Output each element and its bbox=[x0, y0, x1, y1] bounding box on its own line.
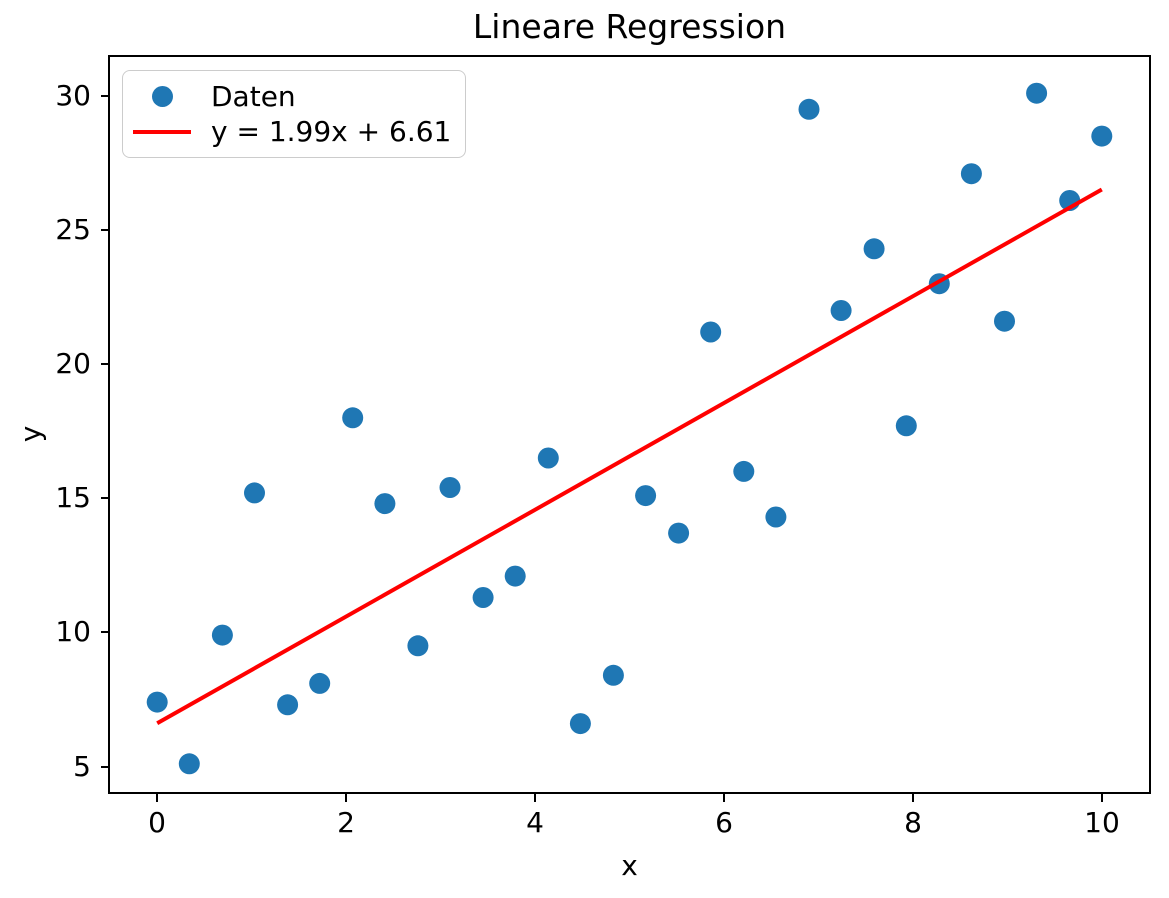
data-point bbox=[635, 485, 657, 507]
legend-item-daten: Daten bbox=[133, 79, 451, 114]
data-point bbox=[504, 565, 526, 587]
data-point bbox=[863, 238, 885, 260]
x-tick-mark bbox=[912, 793, 914, 802]
data-point bbox=[146, 691, 168, 713]
data-point bbox=[211, 624, 233, 646]
y-tick-mark bbox=[101, 631, 110, 633]
x-tick-mark bbox=[156, 793, 158, 802]
data-point bbox=[537, 447, 559, 469]
x-tick-mark bbox=[534, 793, 536, 802]
x-tick-label: 8 bbox=[904, 806, 922, 839]
regression-line-marker-icon bbox=[133, 129, 191, 134]
data-point bbox=[960, 163, 982, 185]
data-point bbox=[895, 415, 917, 437]
chart-title: Lineare Regression bbox=[472, 7, 787, 46]
y-tick-label: 30 bbox=[55, 79, 91, 112]
y-tick-label: 25 bbox=[55, 213, 91, 246]
legend-label-regression-equation: y = 1.99x + 6.61 bbox=[211, 114, 452, 148]
y-tick-label: 10 bbox=[55, 615, 91, 648]
data-point bbox=[1091, 125, 1113, 147]
scatter-plot-canvas bbox=[146, 82, 1113, 775]
data-point bbox=[569, 713, 591, 735]
x-tick-mark bbox=[345, 793, 347, 802]
data-point bbox=[733, 460, 755, 482]
y-tick-label: 5 bbox=[73, 750, 91, 783]
data-point bbox=[765, 506, 787, 528]
data-point bbox=[668, 522, 690, 544]
regression-line bbox=[156, 187, 1103, 726]
data-point bbox=[1026, 82, 1048, 104]
y-tick-mark bbox=[101, 95, 110, 97]
y-tick-label: 20 bbox=[55, 347, 91, 380]
data-point bbox=[472, 587, 494, 608]
x-tick-mark bbox=[1101, 793, 1103, 802]
plot-area: Daten y = 1.99x + 6.61 bbox=[108, 55, 1151, 794]
data-point bbox=[309, 672, 331, 694]
y-axis-label: y bbox=[13, 425, 47, 443]
data-point bbox=[374, 493, 396, 515]
y-tick-mark bbox=[101, 766, 110, 768]
x-tick-label: 0 bbox=[148, 806, 166, 839]
y-tick-label: 15 bbox=[55, 481, 91, 514]
data-point bbox=[700, 321, 722, 343]
legend: Daten y = 1.99x + 6.61 bbox=[122, 70, 467, 158]
x-axis-label: x bbox=[621, 849, 638, 882]
x-tick-label: 10 bbox=[1084, 806, 1120, 839]
legend-item-regression: y = 1.99x + 6.61 bbox=[133, 114, 451, 149]
x-tick-label: 4 bbox=[526, 806, 544, 839]
y-tick-mark bbox=[101, 229, 110, 231]
data-point bbox=[277, 694, 299, 716]
data-point bbox=[994, 310, 1015, 332]
legend-label-daten: Daten bbox=[211, 79, 296, 113]
data-point bbox=[439, 477, 461, 498]
data-point bbox=[407, 635, 429, 657]
data-point bbox=[244, 482, 265, 504]
x-tick-mark bbox=[723, 793, 725, 802]
y-tick-mark bbox=[101, 363, 110, 365]
data-point bbox=[342, 407, 364, 429]
data-point bbox=[178, 753, 200, 775]
data-point bbox=[830, 300, 852, 321]
x-tick-label: 6 bbox=[715, 806, 733, 839]
data-point bbox=[602, 664, 624, 686]
y-tick-mark bbox=[101, 497, 110, 499]
scatter-marker-icon bbox=[151, 86, 173, 107]
data-point bbox=[798, 98, 820, 120]
x-tick-label: 2 bbox=[337, 806, 355, 839]
